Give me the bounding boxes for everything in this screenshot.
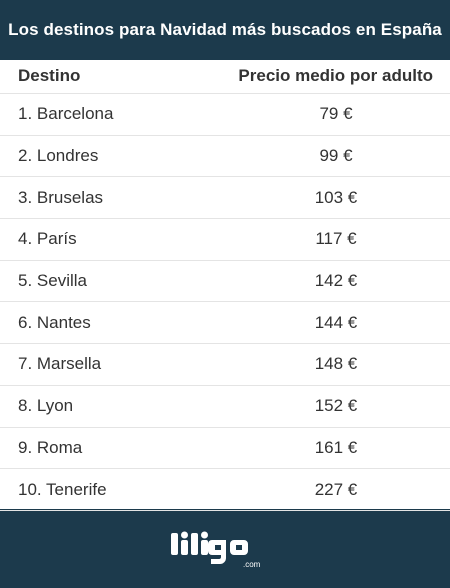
table-row: 3. Bruselas 103 € (0, 177, 450, 220)
price-cell: 103 € (314, 187, 358, 207)
footer: .com (0, 509, 450, 588)
price-cell: 144 € (314, 312, 358, 332)
header-price: Precio medio por adulto (238, 66, 433, 85)
destination-cell: 3. Bruselas (18, 187, 104, 207)
destination-cell: 7. Marsella (18, 354, 102, 374)
table-row: 6. Nantes 144 € (0, 302, 450, 345)
price-cell: 152 € (314, 396, 358, 416)
table-row: 7. Marsella 148 € (0, 344, 450, 386)
table-row: 8. Lyon 152 € (0, 386, 450, 428)
price-cell: 117 € (315, 229, 357, 249)
destination-cell: 5. Sevilla (18, 271, 87, 291)
table-row: 4. París 117 € (0, 219, 450, 261)
destination-cell: 1. Barcelona (18, 104, 114, 124)
logo-suffix: .com (243, 560, 261, 569)
liligo-logo: .com (171, 531, 261, 569)
table-row: 5. Sevilla 142 € (0, 261, 450, 303)
page-title: Los destinos para Navidad más buscados e… (0, 0, 450, 60)
table-row: 1. Barcelona 79 € (0, 94, 450, 136)
price-cell: 142 € (314, 271, 358, 291)
destination-cell: 2. Londres (18, 146, 99, 166)
destination-cell: 4. París (18, 229, 77, 249)
table-row: 2. Londres 99 € (0, 136, 450, 178)
header-destination: Destino (18, 66, 81, 85)
destination-cell: 6. Nantes (18, 312, 91, 332)
price-cell: 227 € (314, 479, 358, 499)
price-cell: 79 € (319, 104, 353, 124)
table-row: 10. Tenerife 227 € (0, 469, 450, 511)
destinations-table: Destino Precio medio por adulto 1. Barce… (0, 60, 450, 511)
header-divider (0, 93, 450, 94)
price-cell: 161 € (314, 437, 358, 457)
destination-cell: 9. Roma (18, 437, 83, 457)
destination-cell: 10. Tenerife (18, 479, 107, 499)
table-row: 9. Roma 161 € (0, 428, 450, 470)
table-header-row: Destino Precio medio por adulto (0, 60, 450, 92)
price-cell: 148 € (314, 354, 358, 374)
table-body: 1. Barcelona 79 € 2. Londres 99 € 3. Brusela… (0, 94, 450, 511)
price-cell: 99 € (319, 146, 353, 166)
destination-cell: 8. Lyon (18, 396, 74, 416)
